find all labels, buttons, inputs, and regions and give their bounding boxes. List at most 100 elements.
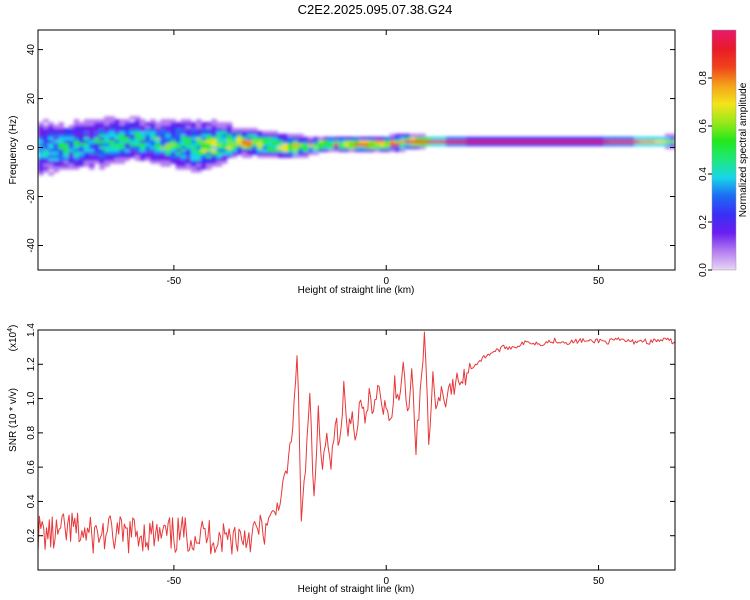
heatmap-cell bbox=[624, 136, 630, 141]
heatmap-cell bbox=[185, 145, 192, 150]
heatmap-cell bbox=[262, 148, 268, 152]
heatmap-cell bbox=[104, 148, 110, 152]
heatmap-cell bbox=[420, 142, 426, 147]
heatmap-cell bbox=[221, 154, 228, 158]
heatmap-cell bbox=[359, 136, 365, 141]
heatmap-cell bbox=[369, 142, 375, 147]
heatmap-cell bbox=[644, 139, 651, 144]
heatmap-cell bbox=[94, 145, 100, 150]
heatmap-cell bbox=[196, 154, 202, 158]
heatmap-cell bbox=[221, 160, 228, 164]
heatmap-cell bbox=[48, 133, 54, 138]
heatmap-cell bbox=[282, 142, 289, 147]
heatmap-cell bbox=[190, 145, 197, 150]
heatmap-cell bbox=[180, 151, 187, 155]
heatmap-cell bbox=[196, 139, 202, 144]
heatmap-cell bbox=[246, 148, 253, 152]
heatmap-cell bbox=[124, 128, 131, 132]
heatmap-cell bbox=[303, 145, 309, 150]
heatmap-cell bbox=[196, 163, 202, 167]
heatmap-cell bbox=[53, 130, 59, 135]
heatmap-cell bbox=[38, 139, 44, 144]
heatmap-cell bbox=[109, 160, 115, 164]
heatmap-cell bbox=[455, 136, 462, 141]
heatmap-cell bbox=[562, 136, 569, 141]
heatmap-cell bbox=[99, 157, 105, 161]
heatmap-cell bbox=[211, 142, 217, 147]
heatmap-cell bbox=[568, 139, 574, 144]
heatmap-cell bbox=[262, 136, 268, 141]
heatmap-cell bbox=[175, 136, 182, 141]
heatmap-cell bbox=[48, 139, 54, 144]
heatmap-cell bbox=[246, 142, 253, 147]
heatmap-cell bbox=[216, 160, 223, 164]
heatmap-cell bbox=[277, 133, 284, 138]
heatmap-cell bbox=[231, 148, 238, 152]
heatmap-cell bbox=[201, 136, 207, 141]
heatmap-cell bbox=[139, 130, 146, 135]
heatmap-cell bbox=[313, 142, 319, 147]
heatmap-cell bbox=[608, 142, 615, 147]
snr-series-line bbox=[38, 331, 675, 555]
heatmap-cell bbox=[450, 142, 457, 147]
heatmap-cell bbox=[287, 154, 294, 158]
heatmap-cell bbox=[252, 133, 258, 138]
heatmap-cell bbox=[379, 145, 386, 150]
heatmap-cell bbox=[292, 142, 299, 147]
heatmap-cell bbox=[129, 142, 136, 147]
heatmap-cell bbox=[43, 133, 49, 138]
heatmap-cell bbox=[389, 148, 396, 152]
heatmap-cell bbox=[155, 133, 161, 138]
heatmap-cell bbox=[206, 142, 212, 147]
heatmap-cell bbox=[481, 139, 488, 144]
heatmap-cell bbox=[73, 125, 80, 129]
heatmap-cell bbox=[190, 122, 197, 126]
heatmap-cell bbox=[145, 128, 151, 132]
heatmap-cell bbox=[175, 148, 182, 152]
heatmap-cell bbox=[420, 133, 426, 138]
heatmap-cell bbox=[354, 136, 360, 141]
heatmap-cell bbox=[53, 154, 59, 158]
heatmap-cell bbox=[196, 133, 202, 138]
heatmap-cell bbox=[155, 139, 161, 144]
heatmap-cell bbox=[38, 130, 44, 135]
heatmap-cell bbox=[139, 125, 146, 129]
heatmap-cell bbox=[155, 130, 161, 135]
heatmap-cell bbox=[532, 142, 538, 147]
heatmap-cell bbox=[267, 136, 273, 141]
heatmap-cell bbox=[231, 154, 238, 158]
heatmap-cell bbox=[73, 133, 80, 138]
heatmap-cell bbox=[364, 142, 370, 147]
heatmap-cell bbox=[73, 154, 80, 158]
heatmap-cell bbox=[38, 166, 44, 170]
heatmap-cell bbox=[119, 154, 126, 158]
heatmap-cell bbox=[180, 148, 187, 152]
heatmap-cell bbox=[180, 157, 187, 161]
heatmap-cell bbox=[63, 139, 70, 144]
snr-scale-label: (x104) bbox=[7, 325, 19, 352]
heatmap-cell bbox=[343, 148, 350, 152]
heatmap-cell bbox=[83, 160, 90, 164]
heatmap-cell bbox=[257, 133, 263, 138]
heatmap-cell bbox=[78, 133, 85, 138]
heatmap-cell bbox=[338, 145, 345, 150]
heatmap-cell bbox=[522, 142, 528, 147]
heatmap-cell bbox=[226, 148, 233, 152]
heatmap-cell bbox=[369, 148, 375, 152]
heatmap-cell bbox=[94, 139, 100, 144]
heatmap-cell bbox=[303, 139, 309, 144]
heatmap-cell bbox=[109, 136, 115, 141]
heatmap-cell bbox=[53, 163, 59, 167]
heatmap-cell bbox=[450, 136, 457, 141]
heatmap-cell bbox=[420, 139, 426, 144]
heatmap-cell bbox=[573, 142, 579, 147]
heatmap-cell bbox=[303, 154, 309, 158]
heatmap-cell bbox=[73, 157, 80, 161]
heatmap-cell bbox=[211, 154, 217, 158]
heatmap-cell bbox=[145, 139, 151, 144]
heatmap-cell bbox=[119, 119, 126, 123]
heatmap-cell bbox=[308, 136, 314, 141]
heatmap-cell bbox=[415, 139, 421, 144]
spectrogram-heatmap bbox=[38, 116, 675, 176]
heatmap-cell bbox=[486, 139, 493, 144]
